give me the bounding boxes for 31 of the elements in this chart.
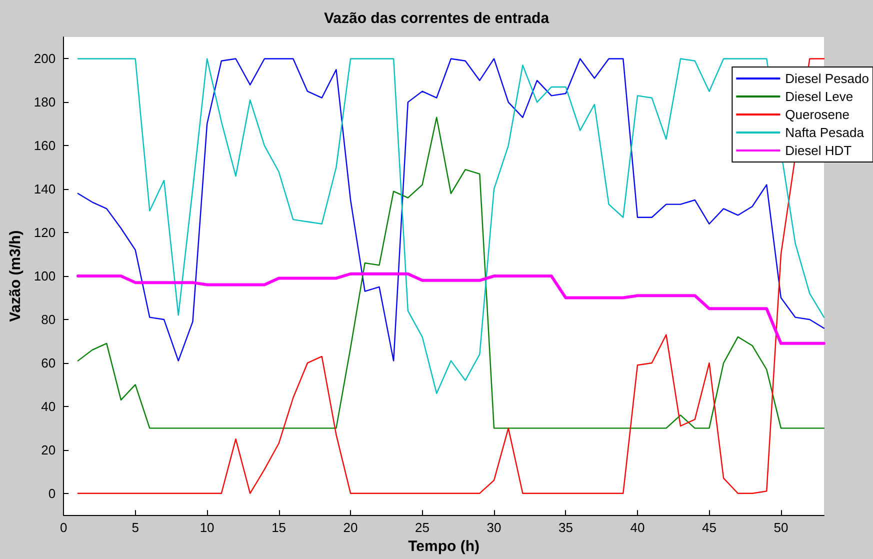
legend-label: Diesel Leve xyxy=(785,89,854,104)
y-tick-label: 20 xyxy=(41,442,56,458)
y-tick-label: 0 xyxy=(48,486,56,501)
y-tick-label: 120 xyxy=(34,225,56,240)
y-tick-label: 140 xyxy=(34,182,56,197)
x-tick-label: 0 xyxy=(60,520,68,536)
x-tick-label: 35 xyxy=(558,520,573,536)
x-tick-label: 30 xyxy=(486,520,502,536)
y-tick-label: 160 xyxy=(34,138,56,154)
x-tick-label: 40 xyxy=(630,520,645,536)
x-axis-title: Tempo (h) xyxy=(408,538,480,555)
legend-label: Nafta Pesada xyxy=(785,125,865,140)
y-tick-label: 60 xyxy=(41,355,56,370)
legend-label: Diesel HDT xyxy=(785,143,852,158)
legend-label: Querosene xyxy=(785,107,850,122)
x-tick-label: 15 xyxy=(272,520,286,536)
x-tick-label: 50 xyxy=(774,520,788,536)
y-axis-title: Vazão (m3/h) xyxy=(7,230,24,322)
legend-label: Diesel Pesado xyxy=(785,71,869,86)
y-tick-label: 100 xyxy=(34,268,56,284)
x-tick-label: 45 xyxy=(702,520,716,536)
y-tick-label: 40 xyxy=(41,398,56,414)
y-tick-label: 180 xyxy=(34,94,56,110)
y-tick-label: 200 xyxy=(34,51,56,66)
x-tick-label: 20 xyxy=(343,520,358,536)
chart-title: Vazão das correntes de entrada xyxy=(324,10,550,27)
x-tick-label: 5 xyxy=(132,520,139,536)
y-tick-label: 80 xyxy=(41,312,56,328)
line-series xyxy=(76,272,826,345)
x-tick-label: 25 xyxy=(415,520,430,536)
x-tick-label: 10 xyxy=(200,520,214,536)
